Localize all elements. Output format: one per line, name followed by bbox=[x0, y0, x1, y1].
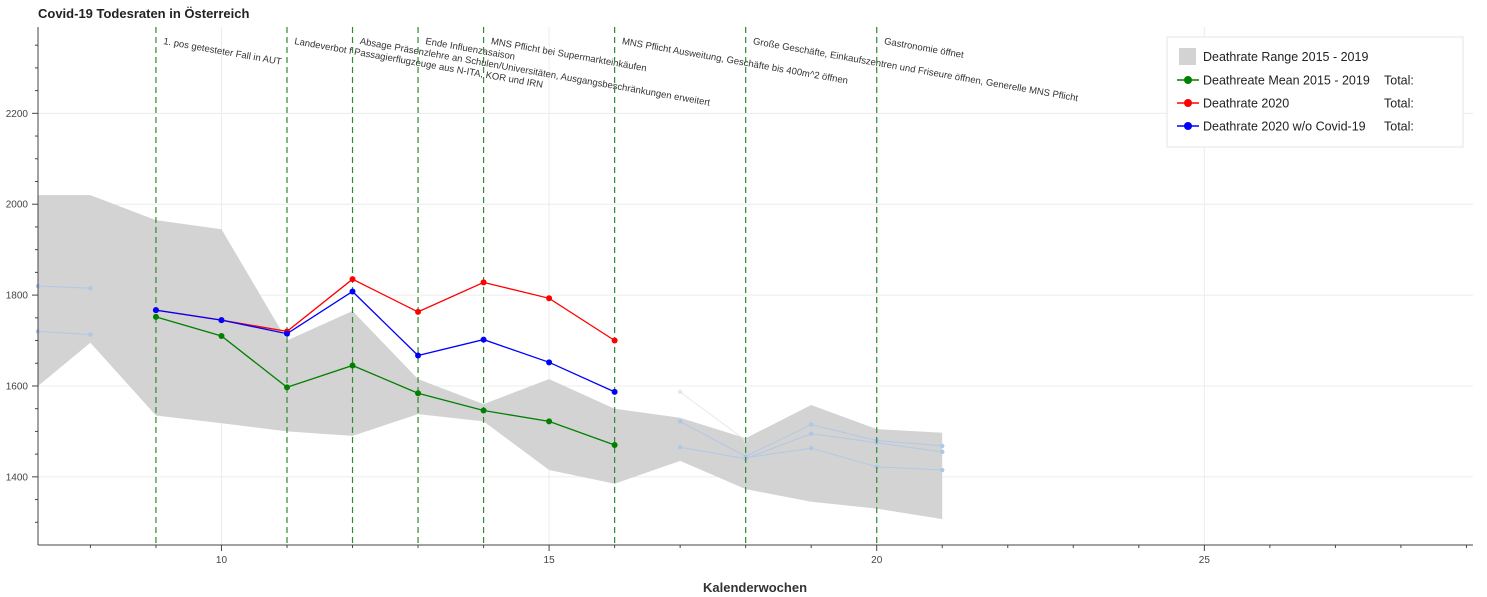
range-band-area bbox=[38, 195, 943, 520]
series-point bbox=[480, 279, 487, 286]
x-axis-label: Kalenderwochen bbox=[703, 580, 807, 595]
faded-series-point bbox=[940, 467, 945, 473]
series-point bbox=[480, 336, 487, 343]
series-point bbox=[283, 384, 290, 391]
faded-series-point bbox=[940, 449, 945, 455]
faded-series-point bbox=[808, 422, 814, 427]
series-point bbox=[611, 337, 618, 344]
event-label: MNS Pflicht Ausweitung, Geschäfte bis 40… bbox=[621, 36, 849, 87]
series-point bbox=[546, 418, 553, 425]
series-point bbox=[611, 388, 618, 395]
x-tick-label: 10 bbox=[216, 555, 228, 566]
series-point bbox=[415, 308, 422, 315]
legend-marker bbox=[1184, 122, 1192, 130]
event-label: 1. pos getesteter Fall in AUT bbox=[162, 36, 282, 68]
y-tick-label: 1400 bbox=[6, 472, 29, 483]
legend-label: Deathrate 2020 w/o Covid-19 bbox=[1203, 120, 1366, 134]
series-point bbox=[546, 295, 553, 302]
series-line bbox=[155, 316, 615, 446]
legend-label: Deathreate Mean 2015 - 2019 bbox=[1203, 74, 1370, 88]
faded-series-line bbox=[679, 391, 746, 441]
series-point bbox=[349, 276, 356, 283]
axes: 1400 1600 1800 2000 2200 10 15 20 25 bbox=[6, 27, 1473, 566]
series-point bbox=[218, 332, 225, 339]
faded-series-point bbox=[874, 464, 879, 470]
legend-total-label: Total: bbox=[1384, 74, 1414, 88]
series-point bbox=[349, 288, 356, 295]
x-tick-label: 25 bbox=[1199, 555, 1211, 566]
range-band bbox=[38, 195, 943, 520]
faded-series-line bbox=[745, 447, 943, 471]
series-point bbox=[480, 407, 487, 414]
series-point bbox=[283, 330, 290, 337]
legend: Deathrate Range 2015 - 2019 Deathreate Me… bbox=[1166, 36, 1464, 148]
series-point bbox=[546, 359, 553, 366]
series-group bbox=[152, 276, 618, 449]
faded-series-point bbox=[677, 419, 683, 424]
series-point bbox=[349, 362, 356, 369]
faded-series-point bbox=[677, 389, 683, 395]
legend-box bbox=[1166, 36, 1464, 148]
faded-series-line bbox=[37, 285, 91, 289]
chart-title: Covid-19 Todesraten in Österreich bbox=[38, 6, 250, 21]
faded-series bbox=[35, 283, 945, 473]
legend-total-label: Total: bbox=[1384, 97, 1414, 111]
y-tick-label: 1800 bbox=[6, 291, 29, 302]
series-point bbox=[218, 317, 225, 324]
x-tick-label: 15 bbox=[544, 555, 556, 566]
legend-label: Deathrate 2020 bbox=[1203, 97, 1289, 111]
legend-label-range: Deathrate Range 2015 - 2019 bbox=[1203, 50, 1368, 64]
legend-swatch-range bbox=[1179, 48, 1196, 65]
y-tick-label: 2200 bbox=[6, 109, 29, 120]
faded-series-point bbox=[808, 431, 814, 436]
series-line bbox=[155, 290, 615, 393]
legend-marker bbox=[1184, 99, 1192, 107]
x-tick-label: 20 bbox=[871, 555, 883, 566]
faded-series-point bbox=[677, 445, 683, 450]
faded-series-point bbox=[808, 446, 814, 451]
legend-total-label: Total: bbox=[1384, 120, 1414, 134]
series-point bbox=[415, 390, 422, 397]
series-point bbox=[152, 313, 159, 320]
faded-series-point bbox=[88, 286, 93, 291]
y-tick-label: 1600 bbox=[6, 381, 29, 392]
series-point bbox=[415, 352, 422, 359]
series-point bbox=[611, 442, 618, 449]
faded-series-point bbox=[940, 443, 945, 449]
legend-marker bbox=[1184, 76, 1192, 84]
faded-series-line bbox=[37, 330, 91, 336]
y-tick-label: 2000 bbox=[6, 200, 29, 211]
event-label: Gastronomie öffnet bbox=[883, 36, 965, 61]
faded-series-point bbox=[88, 332, 93, 337]
series-point bbox=[152, 307, 159, 314]
